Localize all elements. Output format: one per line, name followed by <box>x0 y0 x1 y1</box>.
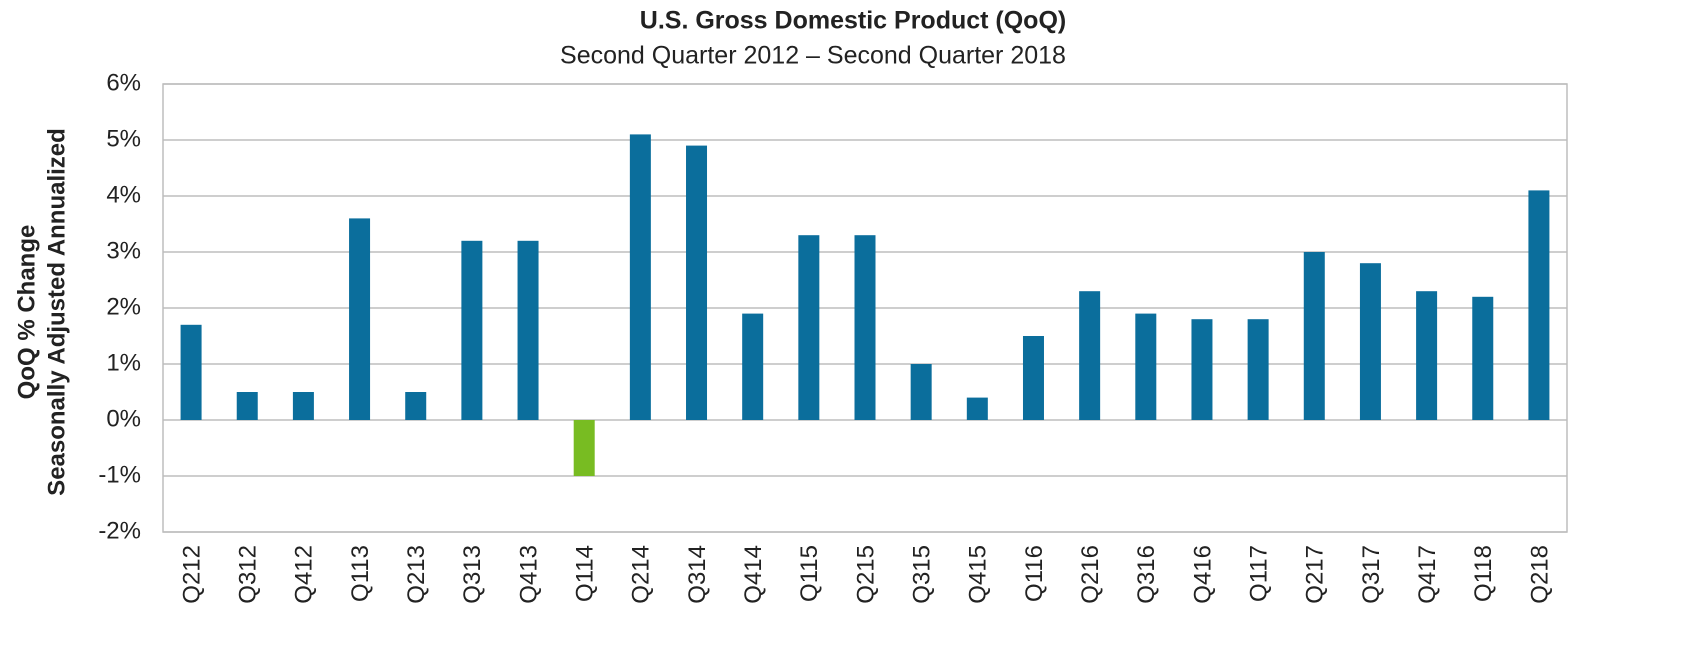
bar <box>686 145 708 420</box>
x-tick-label: Q217 <box>1302 545 1329 604</box>
x-tick-label: Q415 <box>965 545 992 604</box>
x-tick-label: Q314 <box>684 545 711 604</box>
x-tick-label: Q212 <box>178 545 205 604</box>
y-axis-title: Seasonally Adjusted Annualized <box>43 128 70 496</box>
x-tick-label: Q213 <box>403 545 430 604</box>
bar <box>1416 291 1438 420</box>
x-tick-label: Q114 <box>572 545 599 602</box>
bar <box>236 392 258 420</box>
x-tick-label: Q316 <box>1133 545 1160 604</box>
x-tick-label: Q216 <box>1077 545 1104 604</box>
x-tick-label: Q215 <box>852 545 879 604</box>
x-tick-label: Q117 <box>1245 545 1272 602</box>
bar <box>1247 319 1269 420</box>
bar <box>1359 263 1381 420</box>
y-axis-title: QoQ % Change <box>13 225 40 400</box>
bar <box>798 235 820 420</box>
x-tick-label: Q315 <box>909 545 936 604</box>
x-tick-label: Q312 <box>235 545 262 604</box>
x-tick-label: Q416 <box>1189 545 1216 604</box>
y-tick-label: -1% <box>98 461 141 488</box>
y-tick-label: 3% <box>106 237 141 264</box>
bar <box>180 324 202 420</box>
y-tick-label: 6% <box>106 69 141 96</box>
y-tick-label: 1% <box>106 349 141 376</box>
x-tick-label: Q412 <box>291 545 318 604</box>
y-tick-label: -2% <box>98 517 141 544</box>
bar <box>1472 296 1494 420</box>
chart-title: U.S. Gross Domestic Product (QoQ) <box>640 7 1066 35</box>
x-tick-label: Q118 <box>1470 545 1497 602</box>
x-tick-label: Q113 <box>347 545 374 602</box>
y-tick-label: 2% <box>106 293 141 320</box>
bar <box>349 218 371 420</box>
bar <box>517 240 539 420</box>
bar <box>966 397 988 420</box>
bar <box>1079 291 1101 420</box>
y-tick-label: 5% <box>106 125 141 152</box>
x-tick-label: Q417 <box>1414 545 1441 604</box>
bar <box>292 392 314 420</box>
x-tick-label: Q218 <box>1526 545 1553 604</box>
bar <box>1022 336 1044 420</box>
bar <box>854 235 876 420</box>
bar <box>405 392 427 420</box>
bar <box>1191 319 1213 420</box>
x-tick-label: Q214 <box>628 545 655 604</box>
bar <box>1135 313 1157 420</box>
bar <box>629 134 651 420</box>
bar <box>1528 190 1550 420</box>
bar <box>461 240 483 420</box>
bar <box>573 420 595 476</box>
x-tick-label: Q115 <box>796 545 823 602</box>
x-tick-label: Q116 <box>1021 545 1048 602</box>
bar <box>1303 252 1325 420</box>
y-tick-label: 4% <box>106 181 141 208</box>
x-tick-label: Q317 <box>1358 545 1385 604</box>
x-tick-label: Q313 <box>459 545 486 604</box>
y-tick-label: 0% <box>106 405 141 432</box>
chart-subtitle: Second Quarter 2012 – Second Quarter 201… <box>560 42 1066 70</box>
x-tick-label: Q413 <box>515 545 542 604</box>
bar <box>910 364 932 420</box>
bar <box>742 313 764 420</box>
x-tick-label: Q414 <box>740 545 767 604</box>
